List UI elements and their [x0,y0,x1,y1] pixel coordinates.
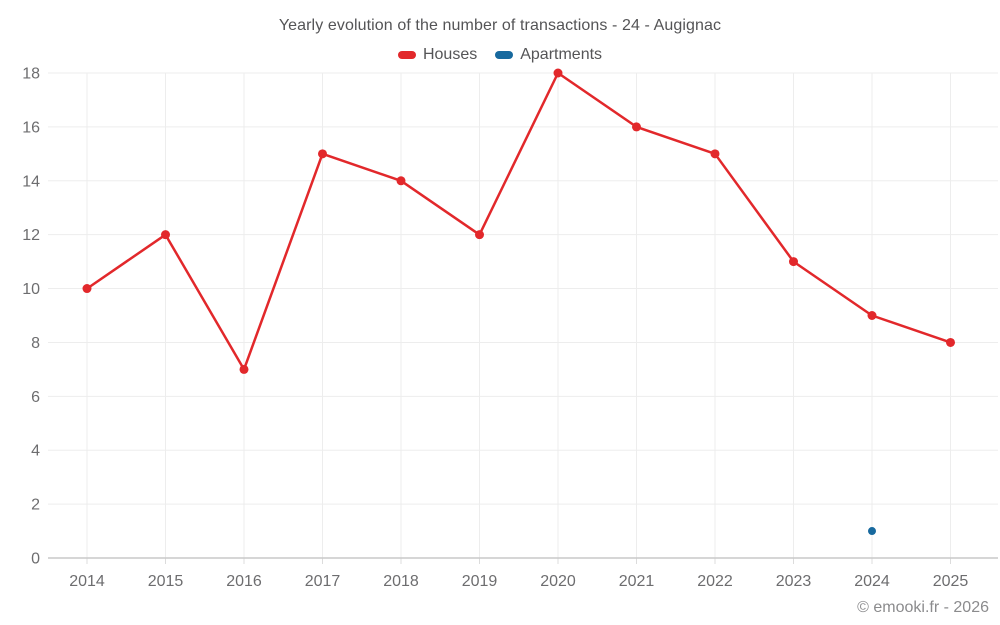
legend-item-houses[interactable]: Houses [397,46,478,64]
svg-text:0: 0 [31,551,40,568]
svg-text:4: 4 [31,443,40,460]
svg-text:2015: 2015 [148,573,184,590]
chart-title: Yearly evolution of the number of transa… [278,17,722,34]
svg-text:10: 10 [22,281,40,298]
svg-text:2024: 2024 [854,573,890,590]
svg-text:2018: 2018 [383,573,419,590]
legend-item-apartments[interactable]: Apartments [495,46,602,64]
copyright-text: © emooki.fr - 2026 [857,599,989,616]
svg-text:16: 16 [22,119,40,136]
svg-text:8: 8 [31,335,40,352]
svg-text:2021: 2021 [619,573,655,590]
svg-text:2025: 2025 [933,573,969,590]
svg-text:18: 18 [22,66,40,83]
legend-label-houses: Houses [422,46,478,63]
houses-series-swatch-icon [397,51,416,59]
svg-text:2: 2 [31,497,40,514]
svg-text:2020: 2020 [540,573,576,590]
svg-text:6: 6 [31,389,40,406]
legend-label-apartments: Apartments [520,46,603,63]
apartments-series-swatch-icon [495,51,514,59]
svg-text:12: 12 [22,227,40,244]
svg-text:2019: 2019 [462,573,498,590]
svg-text:2023: 2023 [776,573,812,590]
svg-text:14: 14 [22,173,40,190]
chart-legend: Houses Apartments [0,46,1000,64]
svg-text:2014: 2014 [69,573,105,590]
svg-text:2022: 2022 [697,573,733,590]
svg-text:2016: 2016 [226,573,262,590]
svg-text:2017: 2017 [305,573,341,590]
